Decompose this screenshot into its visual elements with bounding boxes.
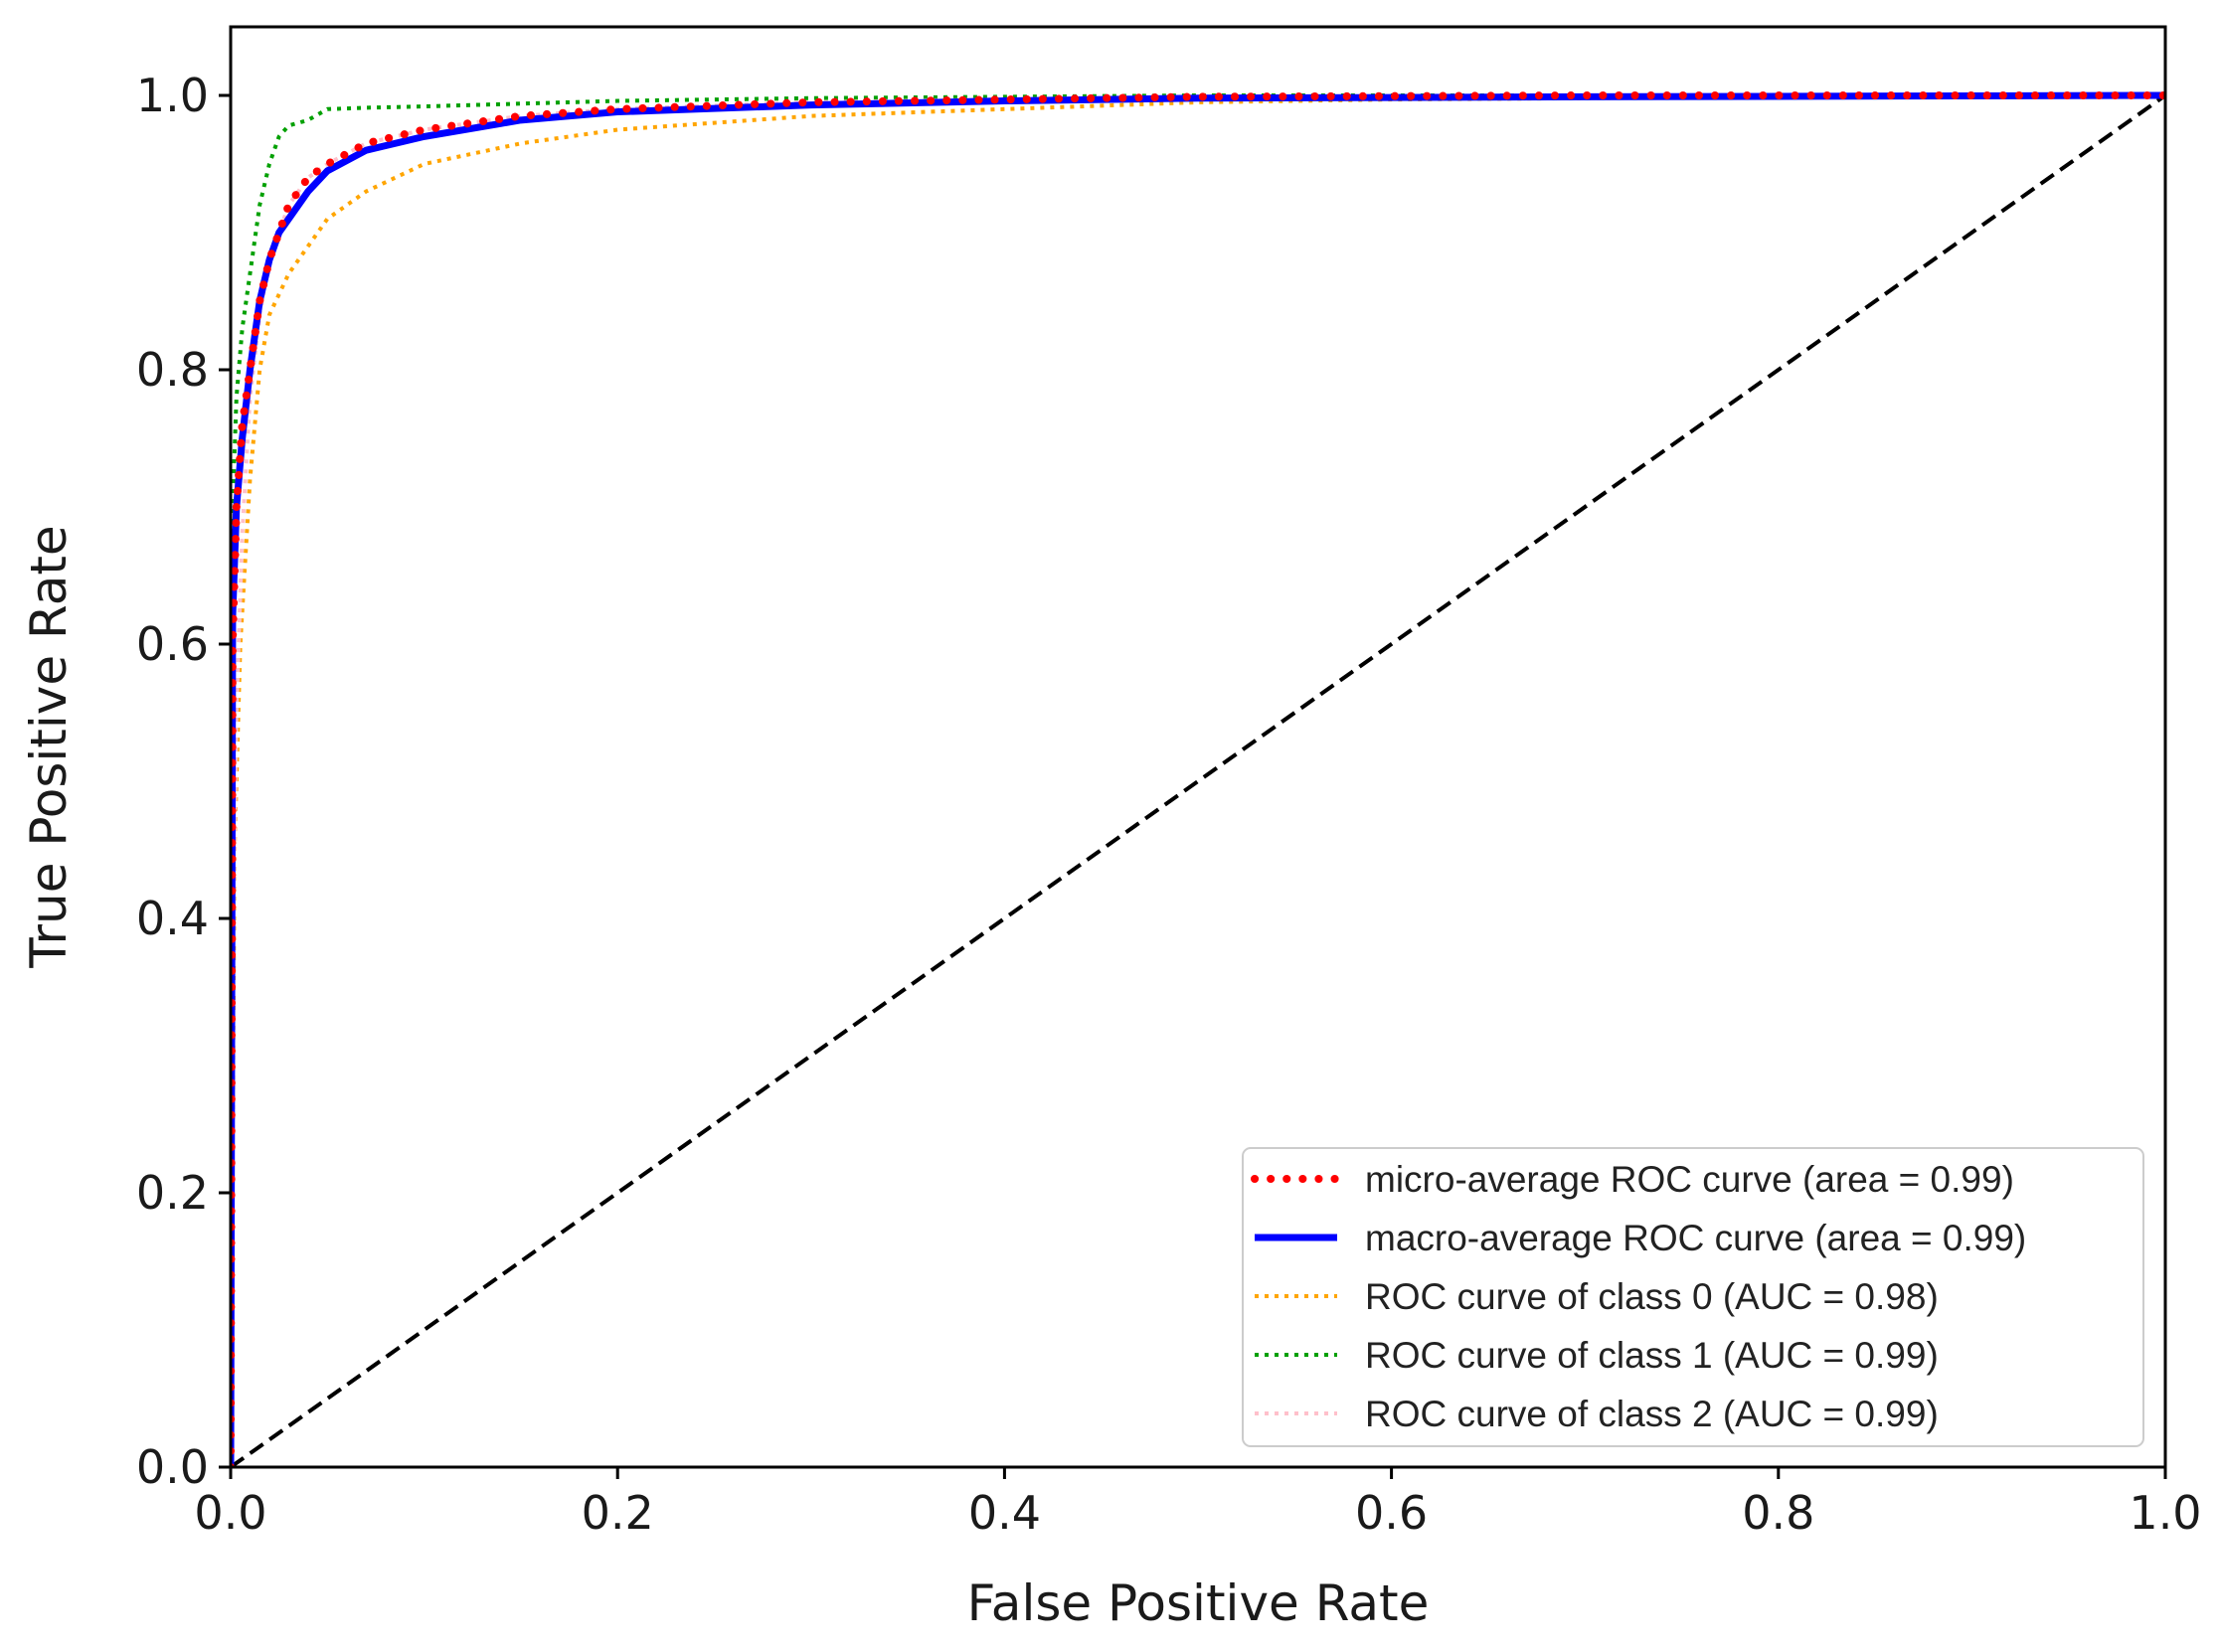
legend-label-2: ROC curve of class 0 (AUC = 0.98) [1365,1276,1939,1317]
series-layer [231,91,2165,1467]
y-tick-label: 0.0 [136,1440,209,1494]
x-tick-label: 0.2 [582,1486,654,1540]
x-axis-label: False Positive Rate [967,1574,1430,1632]
legend-label-4: ROC curve of class 2 (AUC = 0.99) [1365,1394,1939,1434]
x-tick-label: 0.4 [968,1486,1041,1540]
y-tick-label: 0.4 [136,892,209,945]
x-tick-label: 0.6 [1355,1486,1428,1540]
legend-label-0: micro-average ROC curve (area = 0.99) [1365,1159,2014,1200]
y-axis-ticks: 0.0 0.2 0.4 0.6 0.8 1.0 [136,69,231,1494]
legend: micro-average ROC curve (area = 0.99) mac… [1242,1147,2144,1447]
legend-label-3: ROC curve of class 1 (AUC = 0.99) [1365,1335,1939,1376]
legend-label-1: macro-average ROC curve (area = 0.99) [1365,1218,2026,1258]
y-tick-label: 1.0 [136,69,209,122]
y-tick-label: 0.2 [136,1166,209,1220]
chance-diagonal-line [231,93,2165,1467]
axes-frame [229,25,2167,1469]
x-axis-ticks: 0.0 0.2 0.4 0.6 0.8 1.0 [194,1467,2202,1540]
series-line-4 [231,93,2165,1467]
x-tick-label: 0.8 [1742,1486,1814,1540]
y-tick-label: 0.6 [136,617,209,671]
series-line-0 [231,91,2165,1467]
legend-box [1242,1147,2144,1447]
x-tick-label: 0.0 [194,1486,266,1540]
y-tick-label: 0.8 [136,343,209,397]
series-line-2 [231,93,2165,1467]
y-axis-label: True Positive Rate [20,525,78,968]
x-tick-label: 1.0 [2129,1486,2201,1540]
